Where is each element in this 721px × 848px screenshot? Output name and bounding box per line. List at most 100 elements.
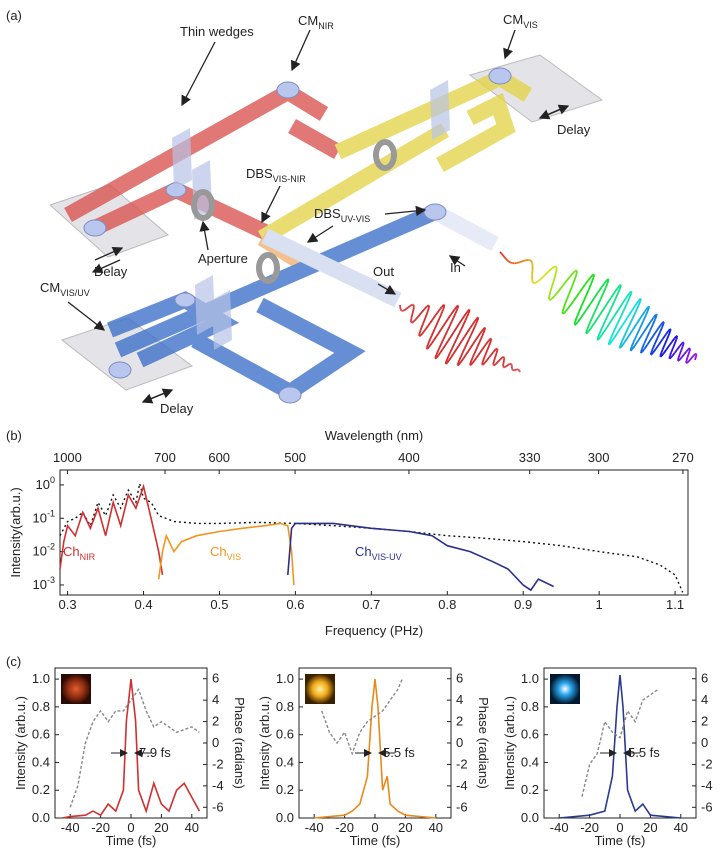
- waveform: [692, 353, 696, 357]
- waveform: [426, 304, 429, 307]
- waveform: [597, 332, 601, 338]
- label-sup: -2: [47, 542, 55, 552]
- waveform: [493, 358, 496, 361]
- waveform: [469, 361, 472, 365]
- waveform: [461, 348, 466, 354]
- tick-label: 0: [127, 820, 134, 835]
- waveform: [481, 346, 485, 351]
- waveform: [563, 310, 567, 314]
- waveform: [464, 351, 469, 356]
- tick-label: -2: [701, 756, 713, 771]
- waveform: [589, 297, 596, 305]
- label-main: Ch: [210, 544, 227, 559]
- label: Delay: [94, 264, 128, 279]
- waveform: [567, 304, 572, 309]
- pointer: [141, 389, 173, 404]
- waveform: [679, 356, 683, 360]
- waveform: [656, 332, 661, 339]
- tick-label: 4: [212, 692, 219, 707]
- tick-label: -20: [91, 820, 110, 835]
- waveform: [553, 277, 556, 281]
- waveform: [469, 343, 474, 349]
- waveform: [687, 359, 691, 363]
- waveform: [542, 275, 545, 278]
- waveform: [572, 270, 576, 274]
- waveform: [651, 344, 656, 350]
- waveform: [579, 313, 585, 320]
- waveform: [635, 328, 641, 337]
- tick-label: 0.6: [286, 597, 304, 612]
- tick-label: 40: [185, 820, 199, 835]
- tick-label: -4: [456, 778, 468, 793]
- waveform: [603, 280, 608, 285]
- waveform: [604, 312, 610, 321]
- waveform: [672, 343, 676, 349]
- waveform: [487, 356, 491, 360]
- waveform: [463, 331, 469, 338]
- label-main: Delay: [160, 401, 194, 416]
- waveform: [452, 308, 456, 313]
- tick-label: 0.6: [276, 727, 294, 742]
- waveform: [544, 272, 548, 276]
- waveform: [458, 328, 463, 335]
- tick-label: 20: [643, 820, 657, 835]
- waveform: [659, 352, 663, 357]
- mirror: [276, 81, 300, 99]
- waveform: [483, 328, 486, 332]
- waveform: [597, 337, 600, 341]
- waveform: [591, 277, 595, 282]
- waveform: [451, 343, 456, 349]
- tick-label: 0.8: [32, 699, 50, 714]
- tick-label: 6: [212, 671, 219, 686]
- waveform: [428, 338, 432, 343]
- waveform: [665, 345, 670, 351]
- waveform: [668, 330, 672, 335]
- waveform: [422, 329, 426, 333]
- waveform: [426, 344, 429, 347]
- waveform: [419, 329, 422, 333]
- waveform: [593, 292, 599, 299]
- tick-label: -20: [335, 820, 354, 835]
- waveform: [412, 320, 416, 323]
- label: CMNIR: [298, 13, 334, 31]
- tick-label: 6: [701, 671, 708, 686]
- waveform: [486, 347, 490, 351]
- waveform: [420, 311, 423, 314]
- waveform: [456, 306, 460, 309]
- label: 1.0: [276, 671, 294, 686]
- label-main: In: [450, 260, 461, 275]
- series-line: [59, 483, 684, 593]
- waveform: [495, 361, 499, 365]
- waveform: [655, 343, 661, 350]
- pointer: [199, 220, 210, 251]
- waveform: [493, 348, 497, 352]
- waveform: [455, 307, 459, 312]
- wedge: [430, 80, 450, 140]
- waveform: [450, 311, 454, 316]
- waveform: [435, 333, 440, 338]
- waveform: [669, 355, 674, 359]
- waveform: [446, 325, 451, 331]
- waveform: [616, 285, 621, 289]
- waveform: [464, 316, 468, 321]
- waveform: [421, 331, 425, 335]
- waveform: [646, 338, 653, 345]
- waveform: [664, 338, 668, 345]
- waveform: [641, 348, 646, 353]
- label: 0.0: [521, 810, 539, 825]
- waveform: [624, 326, 630, 335]
- label-sub: NIR: [318, 21, 334, 31]
- waveform: [584, 279, 589, 285]
- waveform: [596, 298, 602, 307]
- plot-frame: [59, 469, 689, 596]
- waveform: [549, 287, 553, 291]
- waveform: [665, 330, 670, 335]
- waveform: [585, 328, 589, 333]
- waveform: [430, 331, 435, 337]
- waveform: [457, 340, 463, 347]
- waveform: [436, 309, 440, 314]
- waveform: [438, 307, 442, 311]
- waveform: [613, 331, 620, 339]
- waveform: [427, 345, 431, 348]
- waveform: [432, 336, 437, 341]
